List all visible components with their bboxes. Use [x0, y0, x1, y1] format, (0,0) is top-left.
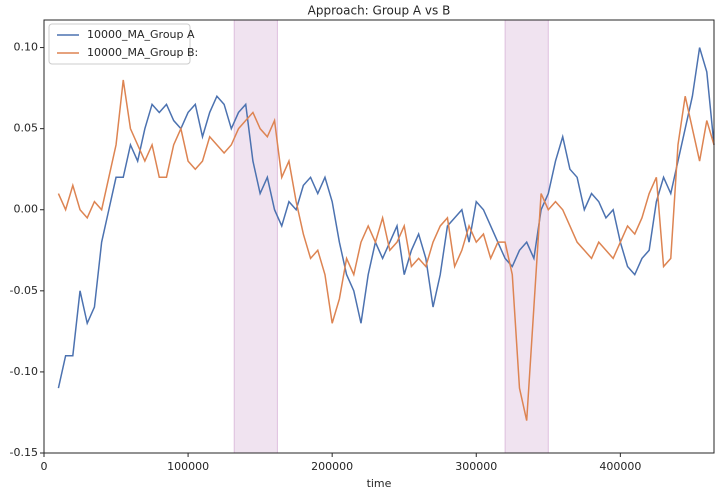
x-axis-label: time [367, 477, 392, 490]
y-tick-label: 0.10 [14, 41, 39, 54]
legend-label: 10000_MA_Group B: [87, 46, 198, 59]
legend-label: 10000_MA_Group A [87, 28, 195, 41]
shaded-region [504, 19, 549, 454]
y-tick-label: -0.05 [10, 284, 38, 297]
shaded-region [233, 19, 278, 454]
legend: 10000_MA_Group A 10000_MA_Group B: [48, 23, 198, 65]
x-tick-label: 200000 [311, 460, 353, 473]
x-tick-label: 0 [41, 460, 48, 473]
legend-box [48, 23, 191, 65]
data-line [57, 47, 715, 389]
chart-title: Approach: Group A vs B [308, 4, 451, 18]
x-tick-label: 100000 [167, 460, 209, 473]
data-line [57, 79, 715, 421]
plot-frame [43, 19, 715, 454]
y-tick-label: -0.10 [10, 365, 38, 378]
x-tick-label: 300000 [455, 460, 497, 473]
y-tick-label: 0.05 [14, 122, 39, 135]
y-tick-label: 0.00 [14, 203, 39, 216]
x-tick-label: 400000 [599, 460, 641, 473]
y-tick-label: -0.15 [10, 446, 38, 459]
